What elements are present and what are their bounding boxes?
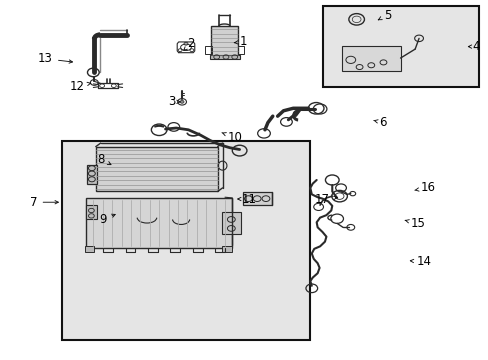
Bar xyxy=(205,45,211,54)
Bar xyxy=(242,192,271,205)
Bar xyxy=(210,55,239,59)
Bar xyxy=(341,46,400,71)
Text: 6: 6 xyxy=(373,116,386,129)
Bar xyxy=(61,140,310,339)
Bar xyxy=(86,205,97,220)
Text: 15: 15 xyxy=(404,217,425,230)
Text: 8: 8 xyxy=(97,153,111,166)
Text: 14: 14 xyxy=(409,255,430,268)
Text: 5: 5 xyxy=(378,9,390,22)
Text: 4: 4 xyxy=(468,40,479,53)
Text: 7: 7 xyxy=(30,196,58,209)
Text: 17: 17 xyxy=(314,193,336,206)
Text: 13: 13 xyxy=(38,52,72,65)
Circle shape xyxy=(180,100,183,103)
Bar xyxy=(238,45,244,54)
Bar xyxy=(211,26,238,57)
Text: 1: 1 xyxy=(234,35,247,49)
Bar xyxy=(221,212,241,234)
Text: 10: 10 xyxy=(222,131,242,144)
Bar xyxy=(87,165,97,184)
Bar xyxy=(86,198,232,248)
Text: 11: 11 xyxy=(237,193,256,206)
Text: 16: 16 xyxy=(414,181,434,194)
Text: 12: 12 xyxy=(70,80,90,93)
Text: 9: 9 xyxy=(99,213,115,226)
Bar xyxy=(96,147,217,192)
Text: 2: 2 xyxy=(183,37,194,50)
Bar xyxy=(221,246,232,252)
Text: 3: 3 xyxy=(168,95,180,108)
Bar xyxy=(322,6,478,87)
Bar xyxy=(84,246,94,252)
